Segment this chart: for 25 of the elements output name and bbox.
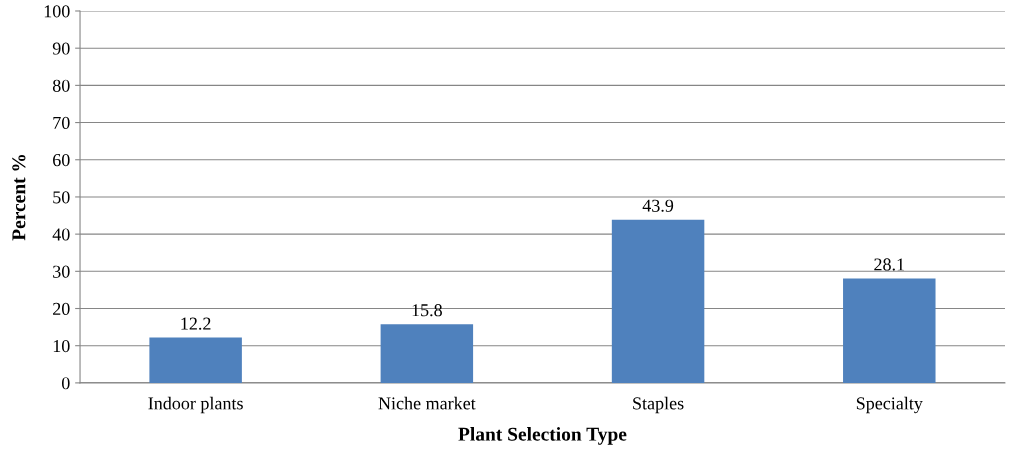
bar: [611, 219, 705, 383]
bar: [380, 324, 474, 383]
x-tick-label: Staples: [633, 396, 684, 414]
y-tick-label: 40: [52, 228, 70, 241]
y-tick-label: 10: [53, 339, 70, 353]
y-tick-label: 100: [44, 5, 70, 18]
y-tick-label: 30: [53, 265, 70, 278]
y-axis-title: Percent %: [12, 154, 26, 241]
y-tick-label: 70: [53, 116, 70, 129]
x-tick-label: Niche market: [378, 396, 476, 410]
x-tick-label: Specialty: [856, 396, 923, 414]
data-label: 12.2: [181, 317, 211, 330]
y-tick-label: 20: [53, 302, 70, 315]
y-tick-label: 0: [61, 377, 70, 390]
x-tick-label: Indoor plants: [148, 396, 243, 414]
data-label: 15.8: [412, 304, 442, 317]
data-label: 28.1: [874, 258, 904, 271]
data-label: 43.9: [642, 199, 674, 212]
y-tick-label: 60: [53, 154, 70, 167]
bar: [843, 278, 936, 383]
y-tick-label: 90: [52, 42, 70, 55]
x-axis-title: Plant Selection Type: [458, 427, 627, 445]
y-tick-label: 80: [52, 79, 70, 92]
bar: [149, 337, 242, 383]
y-tick-label: 50: [53, 191, 70, 204]
